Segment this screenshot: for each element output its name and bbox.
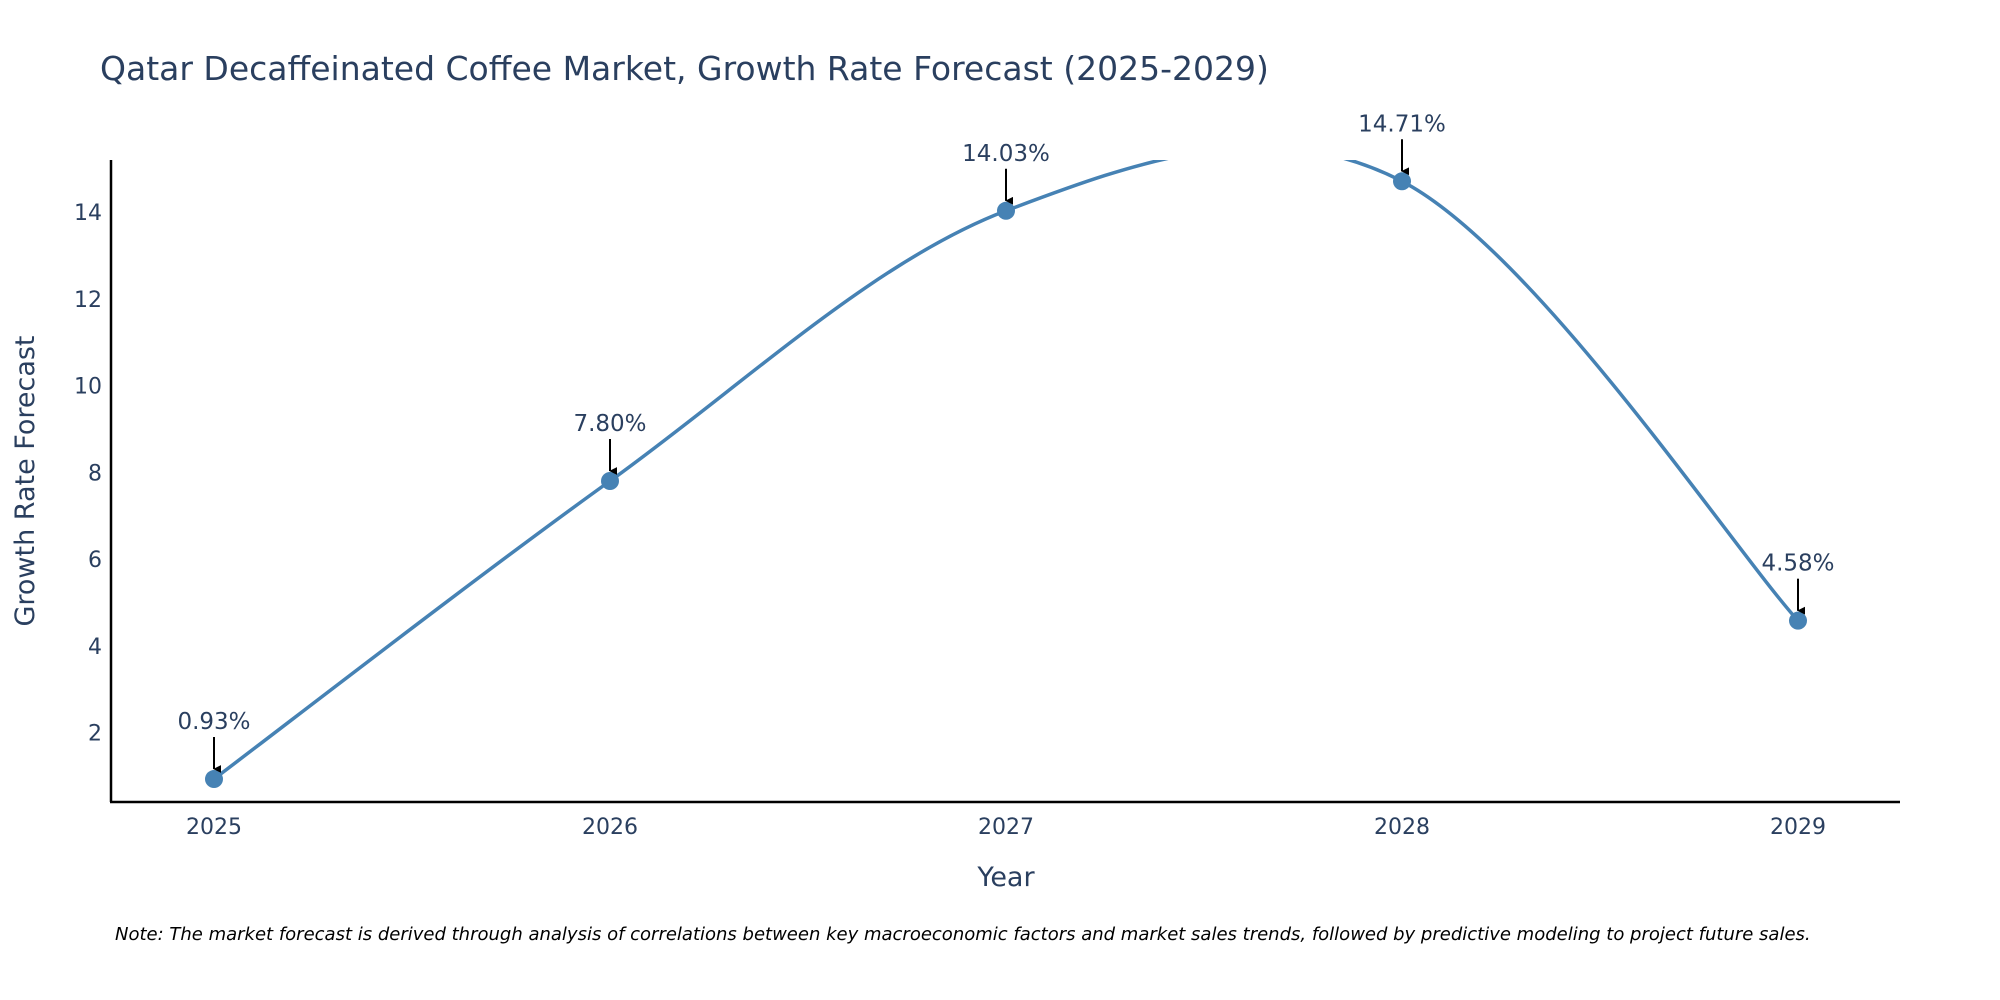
y-tick-label-2: 2 xyxy=(88,722,102,747)
y-axis-ticks: 2 4 6 8 10 12 14 xyxy=(74,201,102,747)
x-tick-label-2026: 2026 xyxy=(582,815,638,840)
data-point-2026[interactable] xyxy=(601,472,619,490)
data-label-2029: 4.58% xyxy=(1761,551,1834,577)
x-axis-ticks: 2025 2026 2027 2028 2029 xyxy=(186,815,1826,840)
data-label-2028: 14.71% xyxy=(1358,111,1446,137)
y-axis-title: Growth Rate Forecast xyxy=(10,335,41,626)
y-tick-label-8: 8 xyxy=(88,461,102,486)
y-tick-label-10: 10 xyxy=(74,375,102,400)
y-tick-label-12: 12 xyxy=(74,288,102,313)
data-label-2027: 14.03% xyxy=(962,141,1050,167)
data-label-2026: 7.80% xyxy=(573,411,646,437)
x-tick-label-2028: 2028 xyxy=(1374,815,1430,840)
data-point-2029[interactable] xyxy=(1789,611,1807,630)
data-labels: 0.93% 7.80% 14.03% 14.71% 4.58% xyxy=(177,111,1835,774)
forecast-note: Note: The market forecast is derived thr… xyxy=(115,924,1811,945)
data-point-2025[interactable] xyxy=(205,770,223,789)
growth-rate-series-line xyxy=(212,160,1800,781)
plot-area xyxy=(205,160,1807,789)
data-label-2025: 0.93% xyxy=(177,709,250,735)
data-point-2028[interactable] xyxy=(1393,172,1411,191)
x-tick-label-2029: 2029 xyxy=(1770,815,1826,840)
y-tick-label-6: 6 xyxy=(88,548,102,573)
x-axis-title: Year xyxy=(976,862,1035,893)
x-tick-label-2025: 2025 xyxy=(186,815,242,840)
data-point-2027[interactable] xyxy=(997,201,1015,220)
y-tick-label-14: 14 xyxy=(74,201,102,226)
chart-title: Qatar Decaffeinated Coffee Market, Growt… xyxy=(100,49,1269,88)
x-tick-label-2027: 2027 xyxy=(978,815,1034,840)
y-tick-label-4: 4 xyxy=(88,635,102,660)
